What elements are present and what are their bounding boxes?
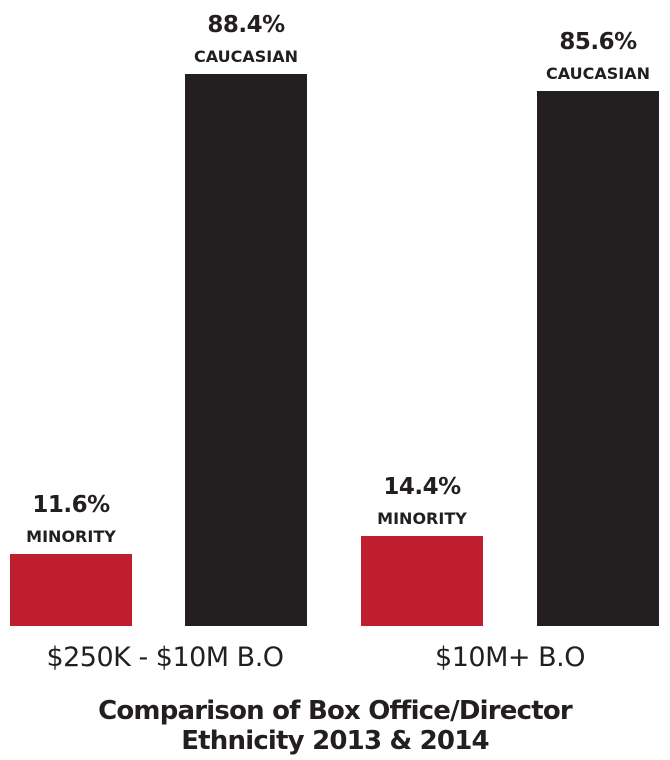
bar-minority: [361, 536, 483, 626]
chart-title: Comparison of Box Office/Director Ethnic…: [0, 696, 670, 756]
bar-minority: [10, 553, 132, 626]
chart-title-line: Ethnicity 2013 & 2014: [181, 726, 489, 756]
bar-series-label: MINORITY: [26, 526, 116, 546]
bar-series-label: CAUCASIAN: [194, 47, 298, 66]
bar-value-label: 11.6%: [32, 491, 110, 518]
category-label: $10M+ B.O: [435, 642, 585, 673]
bar-series-label: MINORITY: [377, 509, 467, 529]
category-label: $250K - $10M B.O: [46, 642, 284, 673]
bar-value-label: 85.6%: [559, 29, 637, 56]
bar-caucasian: [537, 91, 659, 626]
bar-value-label: 14.4%: [383, 474, 461, 501]
chart-title-line: Comparison of Box Office/Director: [98, 696, 573, 726]
bar-caucasian: [185, 74, 307, 626]
bar-series-label: CAUCASIAN: [546, 64, 650, 84]
bar-value-label: 88.4%: [207, 12, 285, 38]
